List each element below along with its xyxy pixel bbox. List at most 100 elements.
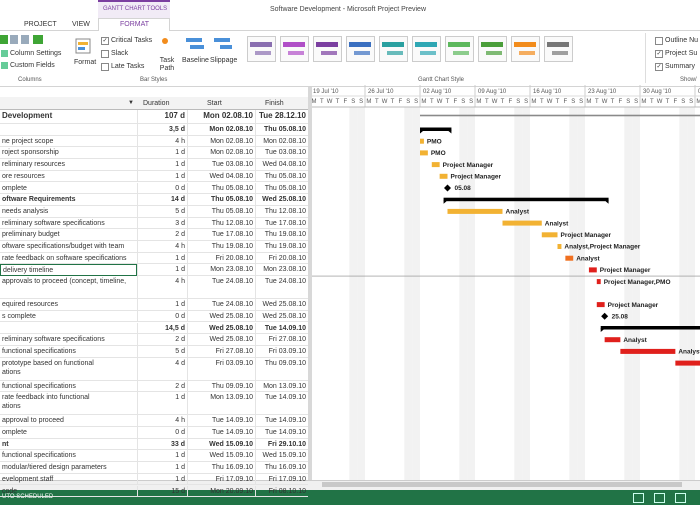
- day-label: T: [556, 99, 560, 105]
- checkbox[interactable]: [101, 63, 109, 71]
- task-finish: Wed 25.08.10: [255, 194, 308, 206]
- group-label: Columns: [18, 77, 42, 83]
- task-finish: Fri 29.10.10: [255, 438, 308, 451]
- task-name[interactable]: reliminary software specifications: [0, 218, 137, 230]
- task-finish: Tue 14.09.10: [255, 427, 308, 439]
- task-duration: 1 d: [137, 462, 187, 474]
- task-name[interactable]: roject sponsorship: [0, 147, 137, 160]
- task-name[interactable]: functional specifications: [0, 381, 137, 393]
- task-finish: Tue 17.08.10: [255, 217, 308, 230]
- task-name[interactable]: [0, 323, 137, 335]
- task-name[interactable]: ne project scope: [0, 136, 137, 148]
- view-button[interactable]: [654, 493, 665, 503]
- task-name[interactable]: approvals to proceed (concept, timeline,: [0, 276, 137, 300]
- task-name[interactable]: prototype based on functional ations: [0, 358, 137, 381]
- task-name[interactable]: equired resources: [0, 299, 137, 311]
- task-name[interactable]: delivery timeline: [0, 264, 137, 277]
- style-swatch[interactable]: [511, 36, 540, 62]
- checkbox-label[interactable]: Critical Tasks: [111, 37, 153, 44]
- task-name[interactable]: functional specifications: [0, 450, 137, 463]
- button[interactable]: Task Path: [159, 57, 175, 72]
- checkbox-label[interactable]: Summary: [665, 63, 695, 70]
- style-swatch[interactable]: [313, 36, 342, 62]
- checkbox-label[interactable]: Slack: [111, 50, 129, 57]
- task-start: Wed 15.09.10: [187, 438, 255, 451]
- task-name[interactable]: ore resources: [0, 171, 137, 183]
- task-name[interactable]: modular/tiered design parameters: [0, 462, 137, 474]
- task-finish: Thu 12.08.10: [255, 205, 308, 218]
- checkbox-label[interactable]: Project Su: [665, 50, 698, 57]
- style-swatch[interactable]: [412, 36, 441, 62]
- task-name[interactable]: evelopment staff: [0, 474, 137, 486]
- task-name[interactable]: needs analysis: [0, 206, 137, 218]
- task-duration: 14,5 d: [137, 322, 187, 335]
- task-name[interactable]: oftware Requirements: [0, 194, 137, 206]
- column-header[interactable]: Finish: [265, 100, 284, 107]
- button[interactable]: Custom Fields: [10, 62, 55, 69]
- day-label: S: [359, 99, 363, 105]
- scroll-thumb[interactable]: [322, 482, 682, 487]
- task-name[interactable]: Development: [0, 110, 137, 124]
- task-duration: 107 d: [137, 110, 187, 124]
- task-name[interactable]: omplete: [0, 427, 137, 439]
- tab-strip: [0, 18, 700, 31]
- style-swatch[interactable]: [544, 36, 573, 62]
- button[interactable]: Baseline: [182, 57, 209, 64]
- column-header[interactable]: Start: [207, 100, 222, 107]
- style-swatch[interactable]: [280, 36, 309, 62]
- task-start: Tue 24.08.10: [187, 299, 255, 311]
- tab[interactable]: PROJECT: [24, 21, 57, 28]
- task-duration: 1 d: [137, 147, 187, 160]
- task-duration: 14 d: [137, 194, 187, 206]
- style-swatch[interactable]: [346, 36, 375, 62]
- dropdown-arrow: ▼: [128, 100, 134, 106]
- task-start: Tue 17.08.10: [187, 229, 255, 241]
- task-start: Fri 17.09.10: [187, 473, 255, 486]
- day-label: M: [696, 99, 700, 105]
- task-finish: Thu 05.08.10: [255, 170, 308, 183]
- checkbox[interactable]: ✓: [101, 37, 109, 45]
- task-name[interactable]: rate feedback on software specifications: [0, 253, 137, 265]
- style-swatch[interactable]: [445, 36, 474, 62]
- task-name[interactable]: rate feedback into functional ations: [0, 392, 137, 416]
- task-name[interactable]: oftware specifications/budget with team: [0, 241, 137, 253]
- context-tab-label: GANTT CHART TOOLS: [103, 6, 168, 12]
- day-label: S: [469, 99, 473, 105]
- checkbox-label[interactable]: Late Tasks: [111, 63, 145, 70]
- task-name[interactable]: omplete: [0, 183, 137, 195]
- checkbox[interactable]: ✓: [655, 50, 663, 58]
- checkbox-label[interactable]: Outline Nu: [665, 37, 699, 44]
- task-name[interactable]: s complete: [0, 311, 137, 323]
- task-name[interactable]: functional specifications: [0, 346, 137, 358]
- task-name[interactable]: code: [0, 486, 137, 498]
- button[interactable]: Format: [74, 59, 97, 66]
- style-swatch[interactable]: [247, 36, 276, 62]
- tab[interactable]: VIEW: [72, 21, 90, 28]
- checkbox[interactable]: [655, 37, 663, 45]
- task-name[interactable]: nt: [0, 439, 137, 451]
- style-swatch[interactable]: [379, 36, 408, 62]
- task-name[interactable]: preliminary budget: [0, 229, 137, 241]
- resource-label: Analyst,Project Manager: [564, 244, 640, 251]
- task-start: Wed 25.08.10: [187, 310, 255, 323]
- day-label: F: [674, 99, 678, 105]
- task-name[interactable]: reliminary resources: [0, 159, 137, 171]
- button[interactable]: Slippage: [210, 57, 238, 64]
- checkbox[interactable]: ✓: [655, 63, 663, 71]
- weekend-shade: [687, 107, 695, 480]
- tab[interactable]: FORMAT: [120, 21, 150, 28]
- column-header[interactable]: Duration: [143, 100, 170, 107]
- task-start: Fri 27.08.10: [187, 345, 255, 358]
- style-swatch[interactable]: [478, 36, 507, 62]
- task-name[interactable]: [0, 124, 137, 136]
- view-button[interactable]: [633, 493, 644, 503]
- checkbox[interactable]: [101, 50, 109, 58]
- view-button[interactable]: [675, 493, 686, 503]
- task-duration: 3,5 d: [137, 124, 187, 136]
- task-name[interactable]: reliminary software specifications: [0, 334, 137, 346]
- task-finish: Thu 16.09.10: [255, 462, 308, 474]
- task-duration: 0 d: [137, 182, 187, 195]
- button[interactable]: Column Settings: [10, 50, 62, 57]
- task-name[interactable]: approval to proceed: [0, 415, 137, 427]
- icon: [21, 35, 29, 44]
